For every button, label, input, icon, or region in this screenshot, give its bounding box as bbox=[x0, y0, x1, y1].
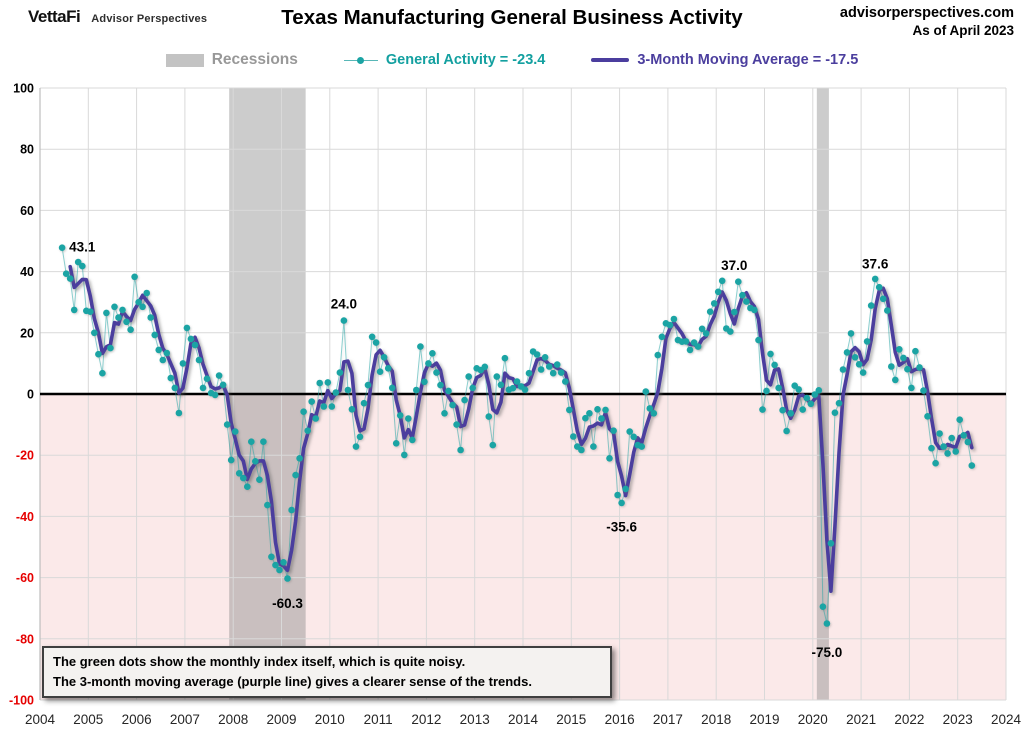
source-block: advisorperspectives.com As of April 2023 bbox=[840, 4, 1014, 40]
svg-text:37.0: 37.0 bbox=[721, 258, 747, 273]
svg-text:2016: 2016 bbox=[605, 712, 635, 727]
svg-text:2020: 2020 bbox=[798, 712, 828, 727]
gridlines bbox=[39, 87, 1007, 701]
svg-text:2022: 2022 bbox=[894, 712, 924, 727]
vettafi-logo: VettaFi Advisor Perspectives bbox=[28, 7, 207, 27]
general-activity-dots bbox=[58, 244, 976, 627]
svg-text:2007: 2007 bbox=[170, 712, 200, 727]
svg-text:2012: 2012 bbox=[411, 712, 441, 727]
svg-text:2018: 2018 bbox=[701, 712, 731, 727]
svg-text:0: 0 bbox=[27, 388, 34, 402]
logo-vettafi-text: VettaFi bbox=[28, 7, 81, 26]
logo-advisor-perspectives-text: Advisor Perspectives bbox=[91, 13, 208, 25]
svg-text:2017: 2017 bbox=[653, 712, 683, 727]
svg-text:-80: -80 bbox=[16, 632, 34, 646]
svg-text:2008: 2008 bbox=[218, 712, 248, 727]
moving-average-swatch bbox=[591, 58, 630, 62]
svg-text:20: 20 bbox=[20, 326, 34, 340]
svg-text:40: 40 bbox=[20, 265, 34, 279]
legend-item-moving-average: 3-Month Moving Average = -17.5 bbox=[591, 52, 858, 68]
legend-moving-average-label: 3-Month Moving Average = -17.5 bbox=[637, 52, 859, 68]
svg-text:2010: 2010 bbox=[315, 712, 345, 727]
svg-text:37.6: 37.6 bbox=[862, 257, 889, 272]
svg-text:2023: 2023 bbox=[943, 712, 973, 727]
svg-text:2006: 2006 bbox=[122, 712, 152, 727]
x-axis-labels: 2004 2005 2006 2007 2008 2009 2010 2011 2012 2013… bbox=[25, 712, 1022, 727]
legend-general-activity-label: General Activity = -23.4 bbox=[385, 52, 546, 68]
y-axis-labels: 100 80 60 40 20 0 -20 -40 -60 -80 -100 bbox=[9, 82, 34, 708]
note-line-1: The green dots show the monthly index it… bbox=[53, 654, 466, 669]
recession-swatch bbox=[165, 53, 204, 67]
legend-item-recessions: Recessions bbox=[165, 51, 298, 69]
svg-text:-60: -60 bbox=[16, 571, 34, 585]
svg-text:2021: 2021 bbox=[846, 712, 876, 727]
note-line-2: The 3-month moving average (purple line)… bbox=[53, 673, 532, 689]
svg-text:2011: 2011 bbox=[364, 712, 393, 727]
svg-text:80: 80 bbox=[20, 143, 34, 157]
svg-text:2013: 2013 bbox=[460, 712, 490, 727]
svg-text:-100: -100 bbox=[9, 694, 34, 708]
svg-text:60: 60 bbox=[20, 204, 34, 218]
svg-text:-60.3: -60.3 bbox=[272, 596, 303, 611]
svg-text:-20: -20 bbox=[16, 449, 34, 463]
svg-text:24.0: 24.0 bbox=[331, 296, 357, 311]
svg-text:2014: 2014 bbox=[508, 712, 539, 727]
source-site: advisorperspectives.com bbox=[839, 5, 1014, 21]
page-title: Texas Manufacturing General Business Act… bbox=[281, 6, 743, 29]
svg-text:-35.6: -35.6 bbox=[606, 520, 637, 535]
as-of-date: As of April 2023 bbox=[912, 23, 1014, 38]
svg-text:2015: 2015 bbox=[556, 712, 586, 727]
legend-item-general-activity: General Activity = -23.4 bbox=[343, 52, 546, 68]
svg-text:2005: 2005 bbox=[73, 712, 103, 727]
value-annotations: 43.1 24.0 37.0 37.6 -35.6 -60.3 -75.0 bbox=[69, 240, 889, 661]
svg-text:-40: -40 bbox=[16, 510, 34, 524]
legend: Recessions General Activity = -23.4 3-Mo… bbox=[0, 51, 1024, 69]
svg-text:2009: 2009 bbox=[266, 712, 296, 727]
svg-text:2004: 2004 bbox=[25, 712, 56, 727]
svg-text:43.1: 43.1 bbox=[69, 240, 96, 255]
svg-text:2024: 2024 bbox=[991, 712, 1022, 727]
note-box: The green dots show the monthly index it… bbox=[42, 646, 612, 698]
general-activity-swatch bbox=[343, 56, 378, 64]
svg-text:100: 100 bbox=[13, 82, 34, 96]
svg-text:-75.0: -75.0 bbox=[812, 645, 843, 660]
svg-text:2019: 2019 bbox=[749, 712, 779, 727]
legend-recessions-label: Recessions bbox=[211, 51, 298, 68]
teal-dot-icon bbox=[356, 56, 364, 64]
